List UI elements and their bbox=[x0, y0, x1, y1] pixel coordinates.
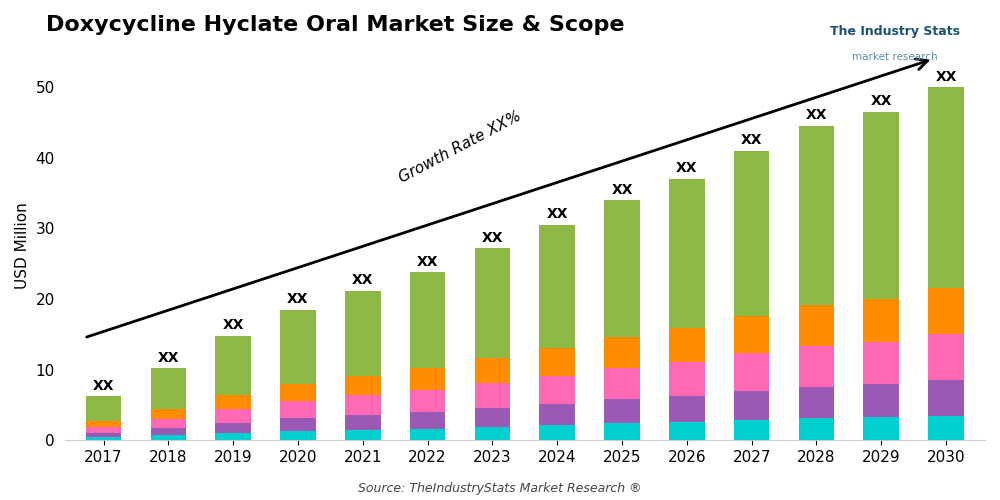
Bar bbox=[86, 433, 121, 437]
Bar bbox=[86, 427, 121, 433]
Bar bbox=[604, 368, 640, 400]
Bar bbox=[734, 150, 769, 316]
Text: Source: TheIndustryStats Market Research ®: Source: TheIndustryStats Market Research… bbox=[358, 482, 642, 495]
Bar bbox=[345, 415, 381, 430]
Bar bbox=[280, 418, 316, 431]
Bar bbox=[734, 316, 769, 354]
Bar bbox=[215, 433, 251, 440]
Bar bbox=[928, 334, 964, 380]
Bar bbox=[86, 422, 121, 427]
Bar bbox=[669, 179, 705, 328]
Text: XX: XX bbox=[676, 162, 698, 175]
Bar bbox=[410, 272, 445, 368]
Bar bbox=[863, 299, 899, 342]
Bar bbox=[410, 428, 445, 440]
Text: XX: XX bbox=[871, 94, 892, 108]
Bar bbox=[669, 422, 705, 440]
Text: XX: XX bbox=[352, 273, 374, 287]
Bar bbox=[604, 400, 640, 423]
Bar bbox=[539, 225, 575, 348]
Bar bbox=[151, 368, 186, 410]
Bar bbox=[928, 288, 964, 335]
Text: XX: XX bbox=[158, 350, 179, 364]
Bar bbox=[734, 354, 769, 391]
Bar bbox=[669, 328, 705, 362]
Bar bbox=[151, 418, 186, 428]
Bar bbox=[280, 431, 316, 440]
Text: XX: XX bbox=[417, 254, 438, 268]
Text: XX: XX bbox=[741, 133, 762, 147]
Bar bbox=[928, 416, 964, 440]
Bar bbox=[410, 368, 445, 390]
Bar bbox=[215, 396, 251, 409]
Bar bbox=[151, 410, 186, 418]
Text: XX: XX bbox=[935, 70, 957, 84]
Bar bbox=[215, 336, 251, 396]
Bar bbox=[928, 380, 964, 416]
Bar bbox=[345, 396, 381, 415]
Bar bbox=[928, 87, 964, 288]
Bar bbox=[734, 391, 769, 420]
Bar bbox=[475, 248, 510, 358]
Y-axis label: USD Million: USD Million bbox=[15, 202, 30, 290]
Bar bbox=[604, 200, 640, 337]
Bar bbox=[539, 376, 575, 404]
Bar bbox=[410, 412, 445, 428]
Bar bbox=[799, 305, 834, 346]
Bar bbox=[215, 422, 251, 433]
Bar bbox=[539, 425, 575, 440]
Bar bbox=[539, 404, 575, 425]
Bar bbox=[863, 112, 899, 299]
Bar bbox=[799, 126, 834, 305]
Bar bbox=[86, 437, 121, 440]
Bar bbox=[280, 384, 316, 401]
Bar bbox=[475, 358, 510, 382]
Text: XX: XX bbox=[546, 208, 568, 222]
Text: XX: XX bbox=[93, 379, 114, 393]
Bar bbox=[669, 362, 705, 396]
Bar bbox=[604, 424, 640, 440]
Bar bbox=[475, 382, 510, 407]
Text: Doxycycline Hyclate Oral Market Size & Scope: Doxycycline Hyclate Oral Market Size & S… bbox=[46, 15, 625, 35]
Text: XX: XX bbox=[222, 318, 244, 332]
Text: XX: XX bbox=[482, 230, 503, 244]
Bar bbox=[280, 401, 316, 418]
Text: XX: XX bbox=[611, 182, 633, 196]
Bar bbox=[345, 430, 381, 440]
Bar bbox=[669, 396, 705, 422]
Bar bbox=[345, 290, 381, 376]
Bar bbox=[799, 346, 834, 387]
Bar bbox=[799, 387, 834, 418]
Bar bbox=[539, 348, 575, 376]
Bar bbox=[151, 428, 186, 435]
Text: XX: XX bbox=[806, 108, 827, 122]
Bar bbox=[734, 420, 769, 440]
Bar bbox=[604, 337, 640, 368]
Bar bbox=[475, 408, 510, 427]
Bar bbox=[863, 342, 899, 384]
Bar bbox=[863, 418, 899, 440]
Text: Growth Rate XX%: Growth Rate XX% bbox=[396, 109, 524, 186]
Bar bbox=[475, 427, 510, 440]
Bar bbox=[280, 310, 316, 384]
Bar bbox=[799, 418, 834, 440]
Text: market research: market research bbox=[852, 52, 938, 62]
Bar bbox=[151, 435, 186, 440]
Text: The Industry Stats: The Industry Stats bbox=[830, 25, 960, 38]
Bar bbox=[410, 390, 445, 411]
Text: XX: XX bbox=[287, 292, 309, 306]
Bar bbox=[863, 384, 899, 418]
Bar bbox=[345, 376, 381, 396]
Bar bbox=[215, 409, 251, 422]
Bar bbox=[86, 396, 121, 421]
